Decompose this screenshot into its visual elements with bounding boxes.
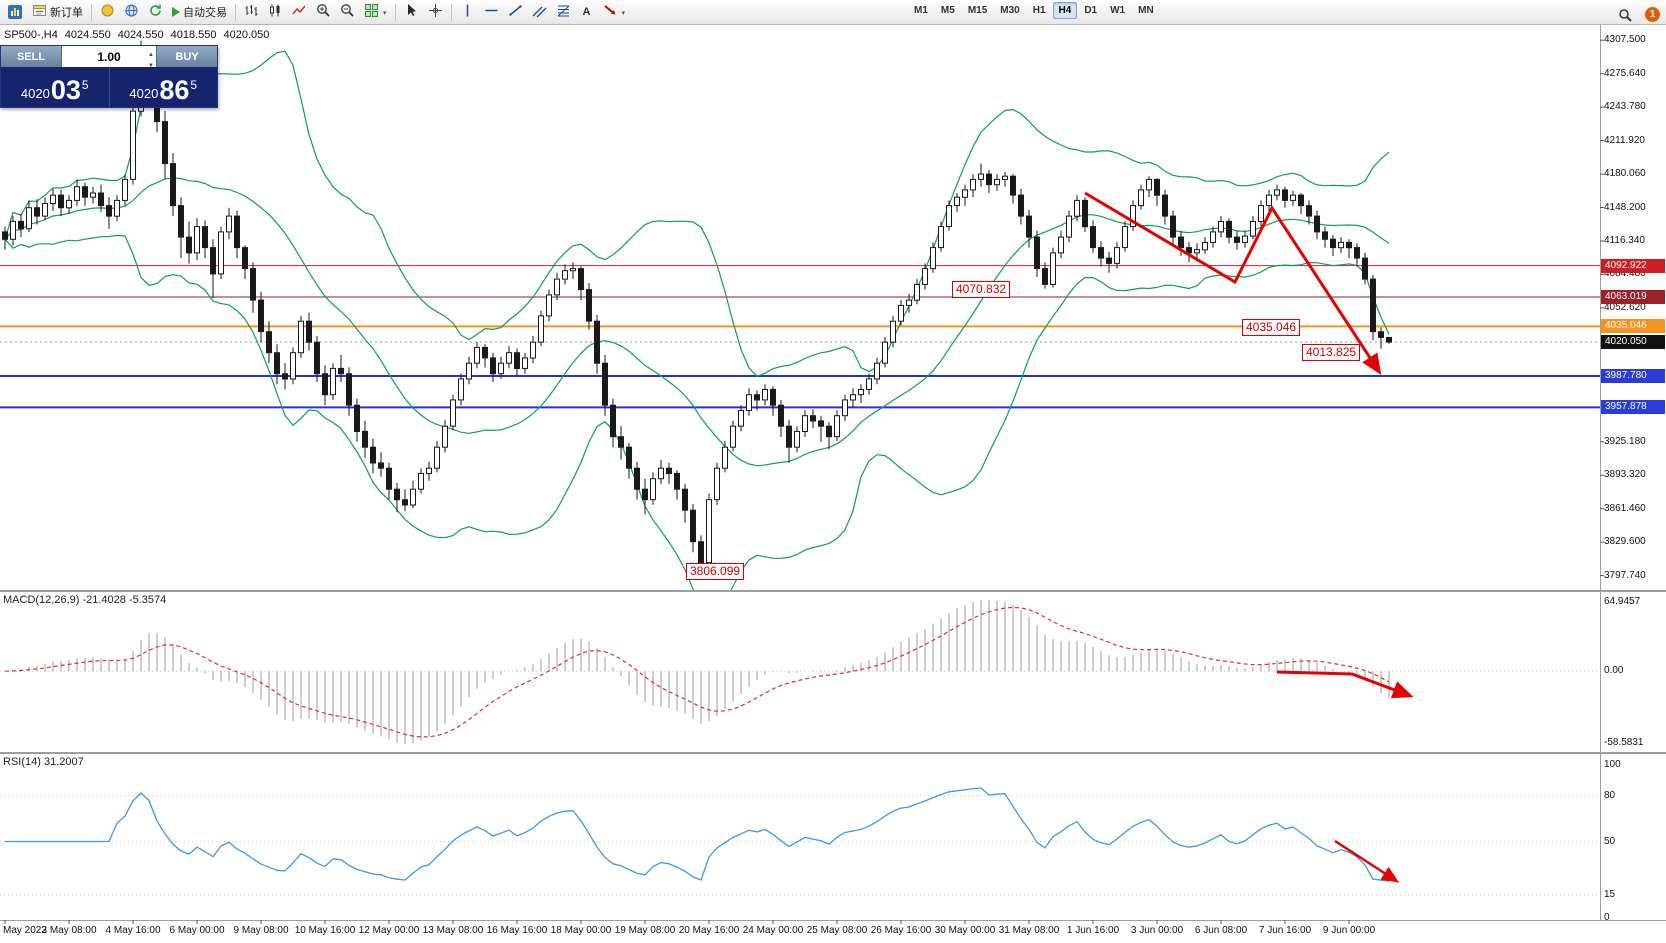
line-chart-mode-button[interactable] — [288, 2, 311, 23]
chart-low: 4018.550 — [170, 29, 217, 41]
zoom-out-button[interactable] — [336, 2, 359, 23]
tile-windows-button[interactable] — [360, 2, 391, 23]
volume-value: 1.00 — [97, 49, 121, 64]
trendline-icon — [508, 3, 523, 21]
chart-open: 4024.550 — [64, 29, 111, 41]
buy-price-big: 86 — [159, 75, 190, 105]
cursor-tool-button[interactable] — [400, 2, 423, 23]
chart-high: 4024.550 — [117, 29, 164, 41]
chart-symbol: SP500-,H4 — [4, 29, 58, 41]
autotrading-label: 自动交易 — [183, 7, 227, 19]
volume-input[interactable]: 1.00 — [61, 46, 157, 67]
sell-price-sup: 5 — [81, 78, 89, 92]
arrow-shape-icon — [603, 3, 618, 21]
equidistant-channel-icon — [532, 3, 547, 21]
fibonacci-icon — [556, 3, 571, 21]
new-order-button[interactable]: 新订单 — [28, 2, 87, 23]
candlestick-mode-button[interactable] — [264, 2, 287, 23]
trendline-tool-button[interactable] — [504, 2, 527, 23]
shapes-tool-button[interactable] — [599, 2, 630, 23]
sell-button[interactable]: SELL — [1, 46, 61, 67]
buy-price-prefix: 4020 — [129, 86, 159, 101]
chart-close: 4020.050 — [223, 29, 270, 41]
toolbar-separator — [235, 3, 236, 21]
autotrading-button[interactable]: 自动交易 — [168, 2, 231, 23]
toolbar-right-group: 1 — [1614, 4, 1660, 25]
line-chart-icon — [292, 3, 307, 21]
refresh-button[interactable] — [144, 2, 167, 23]
new-order-icon — [32, 3, 47, 21]
market-watch-icon — [100, 3, 115, 21]
buy-price-sup: 5 — [190, 78, 198, 92]
zoom-in-icon — [316, 3, 331, 21]
timeframe-H4[interactable]: H4 — [1052, 2, 1078, 19]
timeframe-H1[interactable]: H1 — [1032, 5, 1046, 16]
timeframe-W1[interactable]: W1 — [1110, 5, 1126, 16]
zoom-in-button[interactable] — [312, 2, 335, 23]
horizontal-line-tool-button[interactable] — [480, 2, 503, 23]
globe-icon — [124, 3, 139, 21]
text-tool-icon — [583, 6, 591, 18]
timeframe-MN[interactable]: MN — [1138, 5, 1154, 16]
spinner-down-icon[interactable] — [148, 59, 154, 70]
market-watch-button[interactable] — [96, 2, 119, 23]
one-click-trading-panel: SELL 1.00 BUY 4020 03 5 4020 86 5 — [0, 45, 218, 108]
sell-price-prefix: 4020 — [20, 86, 50, 101]
timeframe-M30[interactable]: M30 — [1000, 5, 1020, 16]
vertical-line-tool-button[interactable] — [456, 2, 479, 23]
notification-badge[interactable]: 1 — [1645, 7, 1660, 22]
text-tool-button[interactable] — [576, 2, 598, 23]
bar-chart-mode-button[interactable] — [240, 2, 263, 23]
sell-price[interactable]: 4020 03 5 — [1, 67, 110, 107]
horizontal-line-icon — [484, 3, 499, 21]
channel-tool-button[interactable] — [528, 2, 551, 23]
buy-price[interactable]: 4020 86 5 — [110, 67, 218, 107]
search-icon — [1618, 8, 1632, 22]
toolbar: 新订单 自动交易 M1 M5 M15 M30 H1 H4 D1 W1 MN 1 — [0, 0, 1666, 25]
rsi-indicator-label: RSI(14) 31.2007 — [3, 756, 84, 768]
search-button[interactable] — [1614, 4, 1636, 25]
timeframe-M5[interactable]: M5 — [940, 5, 955, 16]
timeframe-M1[interactable]: M1 — [914, 5, 928, 16]
fibonacci-tool-button[interactable] — [552, 2, 575, 23]
timeframe-D1[interactable]: D1 — [1084, 5, 1098, 16]
chevron-down-icon — [382, 6, 387, 18]
app-icon — [3, 2, 27, 23]
candlestick-chart-icon — [268, 3, 283, 21]
toolbar-separator — [91, 3, 92, 21]
order-panel-controls: SELL 1.00 BUY — [1, 46, 217, 67]
zoom-out-icon — [340, 3, 355, 21]
cursor-icon — [404, 3, 419, 21]
vertical-line-icon — [460, 3, 475, 21]
volume-spinner[interactable] — [148, 48, 154, 70]
tile-windows-icon — [364, 3, 379, 21]
community-button[interactable] — [120, 2, 143, 23]
timeframe-group: M1 M5 M15 M30 H1 H4 D1 W1 MN — [908, 2, 1160, 19]
chart-ohlc-info: SP500-,H4 4024.550 4024.550 4018.550 402… — [4, 29, 269, 41]
macd-indicator-label: MACD(12,26,9) -21.4028 -5.3574 — [3, 594, 167, 606]
order-panel-prices: 4020 03 5 4020 86 5 — [1, 67, 217, 107]
chevron-down-icon — [621, 6, 626, 18]
sell-price-big: 03 — [50, 75, 81, 105]
crosshair-icon — [428, 3, 443, 21]
timeframe-M15[interactable]: M15 — [967, 5, 988, 16]
spinner-up-icon[interactable] — [148, 48, 154, 59]
crosshair-tool-button[interactable] — [424, 2, 447, 23]
toolbar-separator — [394, 3, 396, 21]
refresh-icon — [148, 3, 163, 21]
buy-button[interactable]: BUY — [157, 46, 217, 67]
autotrading-play-icon — [172, 7, 180, 17]
new-order-label: 新订单 — [50, 7, 83, 19]
toolbar-separator — [450, 3, 452, 21]
bar-chart-icon — [244, 3, 259, 21]
